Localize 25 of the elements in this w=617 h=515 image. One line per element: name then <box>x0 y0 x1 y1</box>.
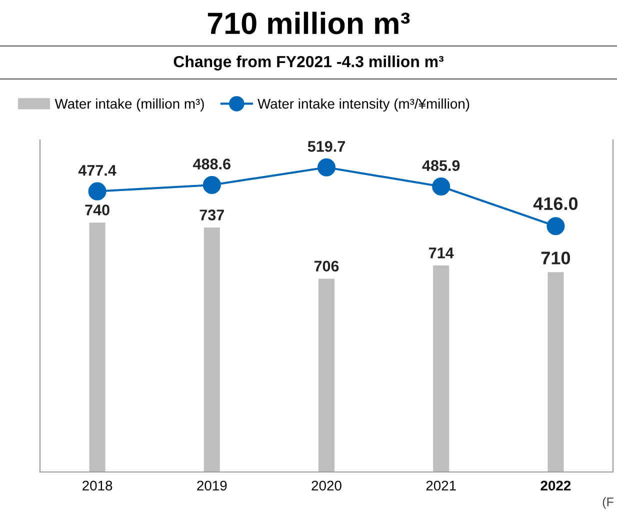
data-label: 519.7 <box>308 141 345 152</box>
legend-label: Water intake (million m³) <box>54 98 204 112</box>
point <box>317 158 336 176</box>
data-label: 740 <box>85 204 110 216</box>
data-label: 485.9 <box>422 160 460 171</box>
data-label: 737 <box>200 210 224 220</box>
data-label: 710 <box>541 252 570 264</box>
data-label: 488.6 <box>193 158 230 170</box>
chart-title: 710 million m³ <box>208 12 410 34</box>
point <box>432 177 450 196</box>
x-tick-label: 2019 <box>197 480 227 491</box>
x-tick-label: 2020 <box>312 480 342 491</box>
data-label: 706 <box>314 260 339 272</box>
x-tick-label: 2018 <box>82 480 112 491</box>
point <box>88 182 106 200</box>
data-label: 714 <box>429 248 454 258</box>
point <box>202 176 221 194</box>
data-label: 416.0 <box>533 197 578 210</box>
point <box>546 217 565 236</box>
legend-label: Water intake intensity (m³/¥million) <box>258 98 470 112</box>
data-label: 477.4 <box>78 165 116 176</box>
text: (F <box>602 497 614 509</box>
x-tick-label: 2021 <box>426 480 456 491</box>
chart-subtitle: Change from FY2021 -4.3 million m³ <box>174 56 444 70</box>
x-tick-label: 2022 <box>540 480 571 491</box>
